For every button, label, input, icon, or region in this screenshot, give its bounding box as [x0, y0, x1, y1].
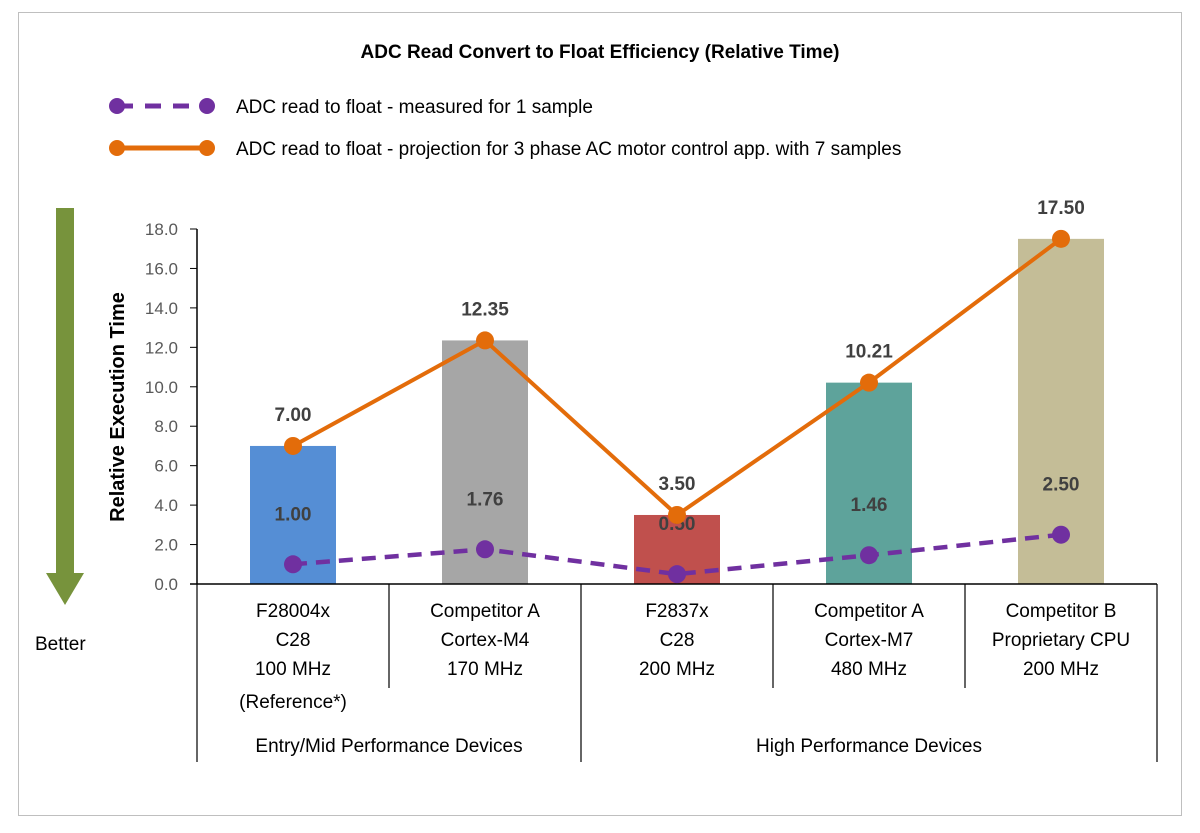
y-tick-label: 16.0 — [145, 259, 178, 278]
data-label: 17.50 — [1037, 198, 1085, 219]
category-label: F2837x — [645, 601, 709, 622]
legend-marker — [199, 140, 215, 156]
y-axis-label: Relative Execution Time — [107, 292, 129, 522]
category-label: 200 MHz — [639, 659, 715, 680]
better-arrow-head-icon — [46, 573, 84, 605]
data-label: 2.50 — [1043, 475, 1080, 496]
category-label: Competitor A — [430, 601, 540, 622]
legend-marker — [109, 98, 125, 114]
y-tick-label: 6.0 — [154, 457, 178, 476]
data-label: 7.00 — [275, 405, 312, 426]
category-label: C28 — [660, 630, 695, 651]
data-label: 0.50 — [659, 514, 696, 535]
data-point — [1052, 525, 1070, 544]
category-label: Cortex-M7 — [825, 630, 914, 651]
data-point — [476, 331, 494, 350]
data-point — [476, 540, 494, 559]
data-label: 10.21 — [845, 342, 893, 363]
data-label: 1.76 — [467, 489, 504, 510]
better-label: Better — [35, 634, 86, 655]
y-tick-label: 18.0 — [145, 220, 178, 239]
category-label: Proprietary CPU — [992, 630, 1130, 651]
category-label: (Reference*) — [239, 692, 347, 713]
category-label: 100 MHz — [255, 659, 331, 680]
y-tick-label: 0.0 — [154, 575, 178, 594]
data-label: 1.00 — [275, 504, 312, 525]
data-point — [284, 555, 302, 574]
legend-label: ADC read to float - measured for 1 sampl… — [236, 97, 593, 118]
y-tick-label: 4.0 — [154, 496, 178, 515]
data-point — [1052, 229, 1070, 248]
category-label: Cortex-M4 — [441, 630, 530, 651]
y-tick-label: 8.0 — [154, 417, 178, 436]
y-tick-label: 12.0 — [145, 338, 178, 357]
legend-marker — [199, 98, 215, 114]
category-label: Competitor B — [1006, 601, 1117, 622]
data-label: 1.46 — [851, 495, 888, 516]
category-label: C28 — [276, 630, 311, 651]
data-point — [668, 565, 686, 584]
data-point — [860, 546, 878, 565]
series-line — [292, 532, 1062, 577]
better-arrow-shaft — [56, 208, 74, 574]
data-point — [284, 436, 302, 455]
data-point — [860, 373, 878, 392]
chart-frame — [18, 12, 1182, 816]
category-label: 480 MHz — [831, 659, 907, 680]
category-label: 200 MHz — [1023, 659, 1099, 680]
legend-marker — [109, 140, 125, 156]
data-label: 3.50 — [659, 474, 696, 495]
data-label: 12.35 — [461, 299, 509, 320]
data-point — [668, 505, 686, 524]
category-label: 170 MHz — [447, 659, 523, 680]
chart-title: ADC Read Convert to Float Efficiency (Re… — [361, 42, 840, 63]
y-tick-label: 2.0 — [154, 536, 178, 555]
group-label: High Performance Devices — [756, 736, 982, 757]
y-tick-label: 14.0 — [145, 299, 178, 318]
category-label: F28004x — [256, 601, 330, 622]
legend-label: ADC read to float - projection for 3 pha… — [236, 139, 901, 160]
category-label: Competitor A — [814, 601, 924, 622]
group-label: Entry/Mid Performance Devices — [255, 736, 522, 757]
y-tick-label: 10.0 — [145, 378, 178, 397]
